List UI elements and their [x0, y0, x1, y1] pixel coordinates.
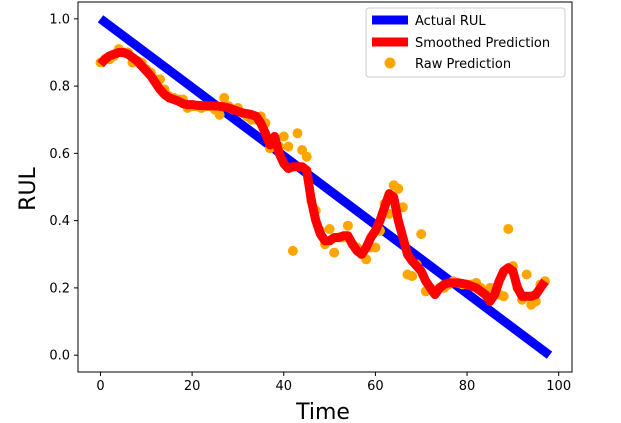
- plot-area: [95, 15, 553, 359]
- legend-raw-prediction-swatch: [384, 57, 396, 69]
- x-axis-label: Time: [295, 400, 350, 423]
- legend-raw-prediction-label: Raw Prediction: [415, 57, 511, 72]
- x-axis: 0 20 40 60 80 100: [96, 372, 571, 394]
- y-tick-label: 1.0: [49, 12, 70, 27]
- x-tick-label: 80: [459, 379, 476, 394]
- x-tick-label: 20: [184, 379, 201, 394]
- raw-prediction-point: [503, 224, 514, 234]
- x-tick-label: 0: [96, 379, 104, 394]
- raw-prediction-point: [287, 245, 298, 256]
- raw-prediction-point: [393, 183, 404, 194]
- x-tick-label: 60: [367, 379, 384, 394]
- y-tick-label: 0.6: [49, 147, 70, 162]
- series-actual-rul-line: [97, 15, 553, 359]
- y-tick-label: 0.8: [49, 80, 70, 95]
- raw-prediction-point: [324, 224, 335, 234]
- legend: Actual RUL Smoothed Prediction Raw Predi…: [365, 7, 566, 78]
- raw-prediction-point: [416, 229, 427, 240]
- raw-prediction-point: [283, 141, 294, 152]
- raw-prediction-point: [370, 242, 381, 253]
- raw-prediction-point: [301, 151, 312, 162]
- raw-prediction-point: [407, 271, 418, 282]
- y-axis: 0.0 0.2 0.4 0.6 0.8 1.0: [49, 12, 78, 364]
- x-tick-label: 100: [546, 379, 571, 394]
- raw-prediction-point: [278, 131, 289, 142]
- raw-prediction-point: [342, 220, 353, 231]
- series-smoothed-prediction-line: [97, 48, 549, 306]
- legend-box: [365, 7, 566, 78]
- x-tick-label: 40: [275, 379, 292, 394]
- raw-prediction-point: [219, 92, 230, 103]
- raw-prediction-point: [292, 128, 303, 139]
- y-tick-label: 0.2: [49, 281, 70, 296]
- raw-prediction-point: [329, 247, 340, 258]
- raw-prediction-point: [498, 291, 509, 302]
- y-axis-label: RUL: [16, 166, 41, 210]
- y-tick-label: 0.4: [49, 214, 70, 229]
- raw-prediction-point: [214, 109, 225, 120]
- legend-actual-rul-label: Actual RUL: [415, 14, 486, 29]
- y-tick-label: 0.0: [49, 349, 70, 364]
- legend-smoothed-prediction-label: Smoothed Prediction: [415, 36, 550, 51]
- plot-frame: [77, 1, 573, 373]
- raw-prediction-point: [521, 269, 532, 280]
